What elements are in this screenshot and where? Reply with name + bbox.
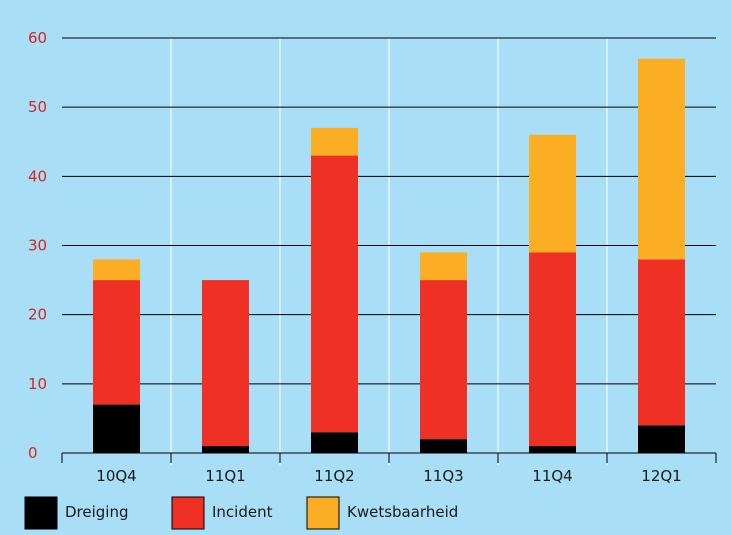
bar-kwetsbaarheid-12q1 — [638, 58, 685, 260]
x-tick-label: 10Q4 — [96, 467, 136, 485]
bar-incident-11q2 — [311, 155, 358, 433]
bar-incident-12q1 — [638, 259, 685, 426]
legend-swatch-kwetsbaarheid — [306, 496, 340, 530]
bar-dreiging-11q2 — [311, 432, 358, 453]
y-tick-label: 0 — [28, 444, 38, 462]
bar-incident-11q1 — [202, 280, 249, 447]
bar-kwetsbaarheid-11q3 — [420, 252, 467, 281]
y-tick-label: 30 — [28, 237, 47, 255]
bar-dreiging-10q4 — [93, 404, 140, 453]
legend-swatch-incident — [171, 496, 205, 530]
gridlines — [61, 37, 717, 463]
category-separators — [170, 38, 608, 465]
bar-kwetsbaarheid-10q4 — [93, 259, 140, 281]
x-tick-label: 11Q4 — [532, 467, 572, 485]
x-axis-ticks: 10Q4 11Q1 11Q2 11Q3 11Q4 12Q1 — [96, 467, 681, 485]
bar-kwetsbaarheid-11q2 — [311, 127, 358, 156]
x-tick-label: 11Q3 — [423, 467, 463, 485]
legend-swatch-dreiging — [24, 496, 58, 530]
legend: Dreiging Incident Kwetsbaarheid — [24, 496, 458, 530]
bar-kwetsbaarheid-11q4 — [529, 134, 576, 253]
bar-incident-10q4 — [93, 280, 140, 405]
y-tick-label: 10 — [28, 375, 47, 393]
y-axis-ticks: 0 10 20 30 40 50 60 — [28, 29, 47, 462]
bar-dreiging-11q1 — [202, 446, 249, 453]
x-tick-label: 11Q1 — [205, 467, 245, 485]
y-tick-label: 60 — [28, 29, 47, 47]
legend-label-incident: Incident — [212, 503, 273, 521]
x-tick-label: 12Q1 — [641, 467, 681, 485]
legend-label-dreiging: Dreiging — [65, 503, 129, 521]
bars — [93, 58, 685, 453]
y-tick-label: 20 — [28, 306, 47, 324]
bar-incident-11q3 — [420, 280, 467, 440]
bar-incident-11q4 — [529, 252, 576, 447]
y-tick-label: 40 — [28, 167, 47, 185]
legend-label-kwetsbaarheid: Kwetsbaarheid — [347, 503, 458, 521]
bar-dreiging-12q1 — [638, 425, 685, 453]
x-tick-label: 11Q2 — [314, 467, 354, 485]
bar-dreiging-11q4 — [529, 446, 576, 453]
y-tick-label: 50 — [28, 98, 47, 116]
bar-dreiging-11q3 — [420, 439, 467, 453]
